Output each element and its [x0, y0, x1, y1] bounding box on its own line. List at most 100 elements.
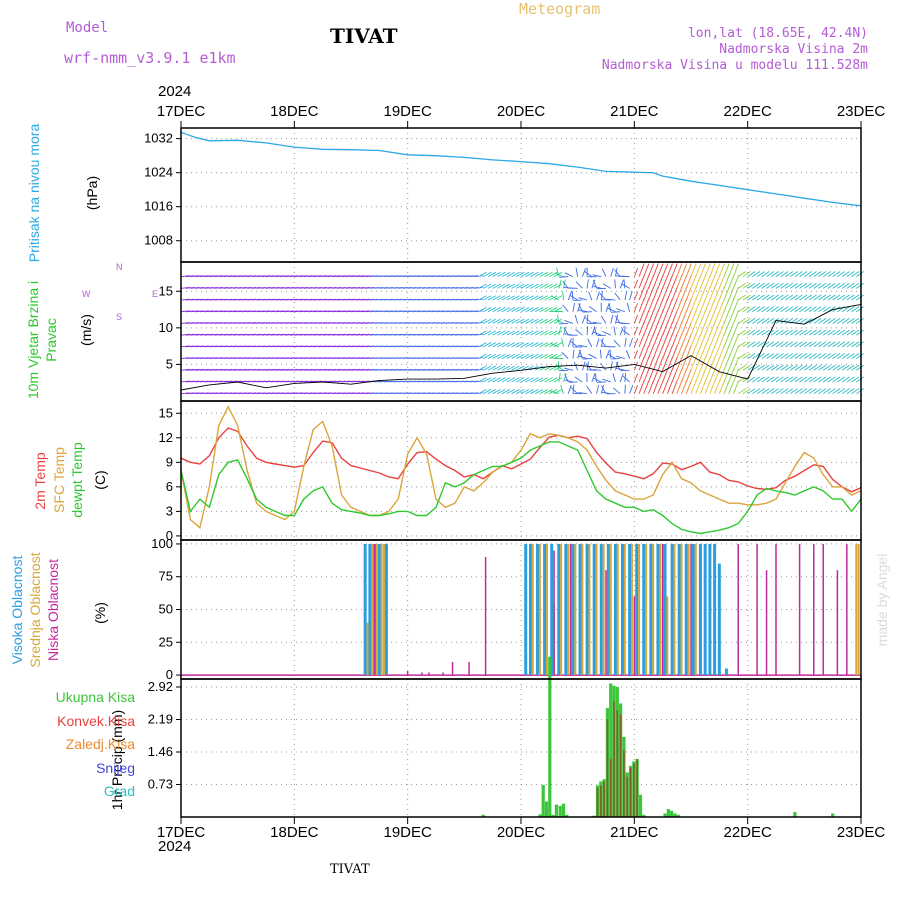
wind-barb: [332, 368, 342, 371]
wind-barb: [218, 298, 228, 301]
wind-barb: [841, 282, 850, 289]
wind-barb: [681, 321, 688, 336]
wind-barb: [799, 388, 808, 395]
wind-barb: [752, 271, 761, 278]
high-cloud-bar: [717, 563, 721, 676]
wind-barb: [846, 353, 855, 359]
wind-barb: [440, 380, 450, 383]
wind-barb: [794, 388, 803, 395]
wind-barb: [251, 333, 261, 336]
wind-barb: [822, 282, 831, 289]
wind-barb: [294, 345, 304, 348]
wind-barb: [511, 330, 520, 336]
wind-barb: [666, 333, 673, 348]
date-tick-top: 17DEC: [157, 103, 206, 120]
wind-barb: [592, 369, 602, 371]
wind-barb: [676, 357, 683, 371]
high-cloud-bar: [613, 543, 617, 676]
wind-barb: [575, 267, 579, 277]
wind-barb: [511, 295, 520, 301]
wind-barb: [214, 345, 224, 348]
wind-barb: [761, 353, 770, 359]
wind-barb: [402, 345, 412, 348]
wind-barb: [534, 271, 544, 278]
wind-barb: [374, 392, 384, 395]
wind-barb: [671, 345, 678, 359]
wind-barb: [473, 392, 483, 395]
low-cloud-bar: [569, 543, 572, 676]
wind-barb: [723, 357, 730, 371]
wind-barb: [308, 345, 318, 348]
wind-barb: [492, 295, 501, 301]
wind-barb: [398, 357, 408, 360]
wind-barb: [190, 357, 200, 360]
wind-barb: [350, 368, 360, 371]
wind-barb: [374, 286, 384, 289]
wind-barb: [822, 341, 831, 348]
mid-cloud-bar: [560, 543, 563, 676]
wind-barb: [742, 306, 751, 313]
wind-barb: [303, 322, 313, 324]
wind-barb: [775, 294, 784, 301]
wind-barb: [622, 329, 630, 336]
wind-barb: [775, 364, 784, 371]
high-cloud-bar: [628, 543, 632, 676]
wind-barb: [747, 376, 756, 383]
wind-barb: [581, 268, 587, 277]
wind-barb: [402, 392, 412, 395]
wind-barb: [270, 286, 280, 289]
wind-barb: [256, 286, 266, 289]
wind-barb: [199, 310, 209, 313]
wind-barb: [723, 345, 730, 359]
wind-barb: [232, 310, 242, 313]
wind-barb: [185, 357, 195, 360]
wind-barb: [350, 380, 360, 383]
low-cloud-bar: [661, 543, 664, 676]
high-cloud-bar: [363, 543, 367, 676]
total-precip-bar: [538, 814, 542, 817]
wind-barb: [666, 321, 673, 336]
wind-barb: [799, 282, 808, 289]
wind-barb: [756, 329, 765, 336]
wind-barb: [379, 368, 389, 371]
date-tick-top: 23DEC: [837, 103, 886, 120]
wind-barb: [464, 275, 474, 278]
wind-barb: [336, 286, 346, 289]
wind-barb: [407, 298, 417, 301]
wind-barb: [813, 364, 822, 371]
high-cloud-bar: [663, 543, 667, 676]
wind-barb: [450, 310, 460, 313]
wind-barb: [355, 310, 365, 313]
wind-barb: [327, 322, 337, 324]
low-cloud-bar: [633, 596, 636, 676]
wind-barb: [728, 345, 735, 359]
wind-barb: [431, 298, 441, 301]
wind-barb: [714, 310, 721, 324]
wind-barb: [209, 380, 219, 383]
wind-barb: [384, 322, 394, 324]
wind-barb: [346, 275, 356, 278]
wind-barb: [388, 345, 398, 348]
legend-conv: Konvek.Kisa: [57, 712, 135, 729]
wind-barb: [615, 361, 619, 371]
wind-barb: [723, 286, 730, 301]
wind-barb: [204, 310, 214, 313]
wind-barb: [374, 333, 384, 336]
wind-barb: [728, 275, 735, 289]
wind-barb: [336, 345, 346, 348]
conv-precip-bar: [633, 763, 635, 817]
wind-barb: [530, 377, 539, 383]
wind-barb: [643, 298, 650, 312]
y-tick-label: 9: [166, 454, 173, 469]
wind-barb: [822, 294, 831, 301]
wind-barb: [794, 317, 803, 324]
wind-barb: [398, 368, 408, 371]
date-tick-bottom: 17DEC: [157, 824, 206, 841]
wind-barb: [666, 310, 673, 324]
wind-barb: [445, 286, 455, 289]
wind-barb: [369, 310, 379, 313]
wind-barb: [662, 368, 669, 383]
wind-barb: [426, 368, 436, 371]
wind-barb: [379, 310, 389, 313]
wind-barb: [332, 357, 342, 360]
